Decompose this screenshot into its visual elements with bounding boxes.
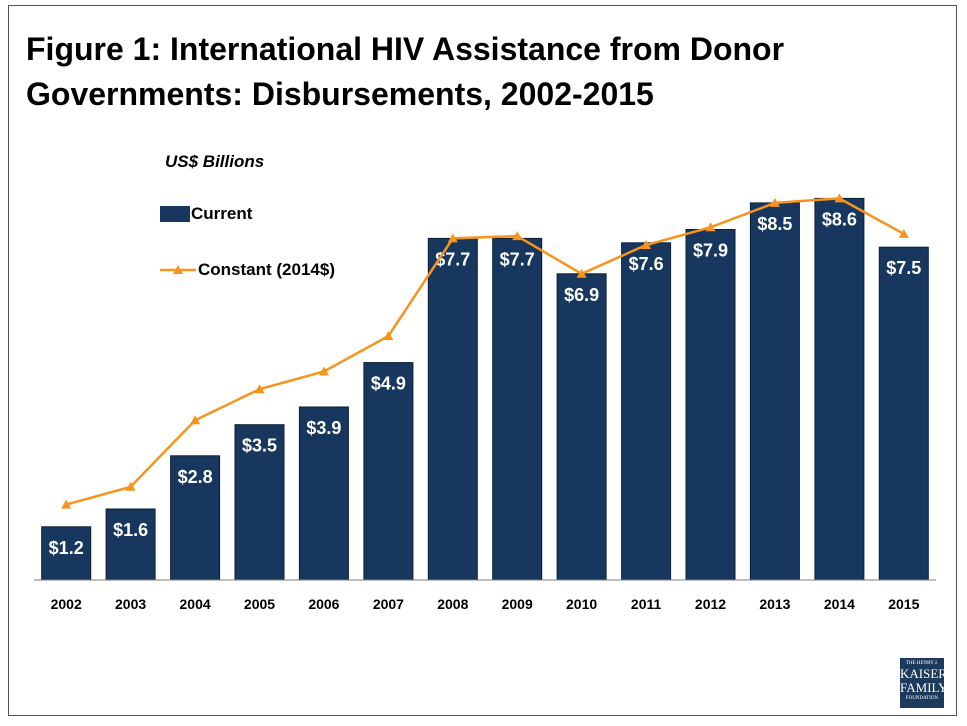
logo-line-1: THE HENRY J.: [905, 661, 939, 666]
bar-2012: [685, 229, 736, 581]
bar-label-2006: $3.9: [306, 418, 341, 438]
x-tick-label-2011: 2011: [631, 596, 662, 612]
constant-point-2008: [447, 233, 458, 243]
x-tick-label-2009: 2009: [502, 596, 533, 612]
constant-point-2005: [254, 384, 265, 394]
bar-2009: [492, 237, 543, 581]
bar-label-2005: $3.5: [242, 436, 277, 456]
constant-point-2009: [512, 231, 523, 241]
x-tick-label-2006: 2006: [308, 596, 339, 612]
constant-point-2011: [641, 240, 652, 249]
bar-label-2011: $7.6: [629, 254, 664, 274]
bar-label-2002: $1.2: [49, 538, 84, 558]
bar-2005: [234, 424, 285, 581]
bar-2010: [556, 273, 607, 581]
chart-title: Figure 1: International HIV Assistance f…: [26, 31, 785, 112]
bar-2003: [105, 508, 156, 581]
bar-2011: [621, 242, 672, 581]
x-tick-label-2003: 2003: [115, 596, 146, 612]
bar-2013: [749, 202, 800, 581]
bar-label-2012: $7.9: [693, 241, 728, 261]
bar-2006: [298, 406, 349, 581]
unit-label: US$ Billions: [165, 152, 265, 171]
bar-label-2009: $7.7: [500, 249, 535, 269]
x-tick-label-2014: 2014: [824, 596, 855, 612]
x-tick-label-2015: 2015: [888, 596, 919, 612]
bar-label-2004: $2.8: [178, 467, 213, 487]
logo-line-4: FOUNDATION: [905, 696, 939, 701]
constant-point-2013: [769, 197, 780, 207]
x-tick-label-2007: 2007: [373, 596, 404, 612]
x-tick-label-2013: 2013: [759, 596, 790, 612]
bar-label-2013: $8.5: [757, 214, 792, 234]
bar-label-2014: $8.6: [822, 209, 857, 229]
bar-2014: [814, 197, 865, 581]
constant-point-2007: [383, 331, 394, 340]
x-tick-label-2004: 2004: [180, 596, 211, 612]
legend-label-constant: Constant (2014$): [198, 260, 335, 279]
constant-point-2015: [898, 228, 909, 238]
x-tick-label-2008: 2008: [437, 596, 468, 612]
constant-point-2010: [576, 268, 587, 278]
bar-label-2003: $1.6: [113, 520, 148, 540]
legend-swatch-current: [160, 206, 190, 222]
x-tick-label-2012: 2012: [695, 596, 726, 612]
bar-label-2015: $7.5: [886, 258, 921, 278]
kff-logo: THE HENRY J. KAISER FAMILY FOUNDATION: [900, 658, 948, 708]
constant-point-2012: [705, 222, 716, 232]
bar-label-2008: $7.7: [435, 249, 470, 269]
logo-line-2: KAISER: [900, 666, 947, 681]
constant-point-2002: [61, 499, 72, 509]
logo-line-3: FAMILY: [900, 680, 948, 695]
constant-point-2006: [318, 366, 329, 376]
legend-swatch-constant: [160, 265, 196, 274]
bar-label-2007: $4.9: [371, 374, 406, 394]
constant-series-line: [65, 197, 905, 506]
bar-2008: [427, 237, 478, 581]
constant-point-2014: [834, 193, 845, 203]
legend-item-current: Current: [160, 203, 252, 225]
x-tick-label-2010: 2010: [566, 596, 597, 612]
bar-2007: [363, 362, 414, 581]
legend-item-constant: Constant (2014$): [160, 259, 335, 281]
legend-label-current: Current: [191, 204, 253, 223]
bar-label-2010: $6.9: [564, 285, 599, 305]
x-tick-label-2005: 2005: [244, 596, 275, 612]
constant-point-2003: [125, 481, 136, 491]
bar-2015: [878, 246, 929, 581]
x-tick-label-2002: 2002: [51, 596, 82, 612]
constant-point-2004: [190, 415, 201, 425]
